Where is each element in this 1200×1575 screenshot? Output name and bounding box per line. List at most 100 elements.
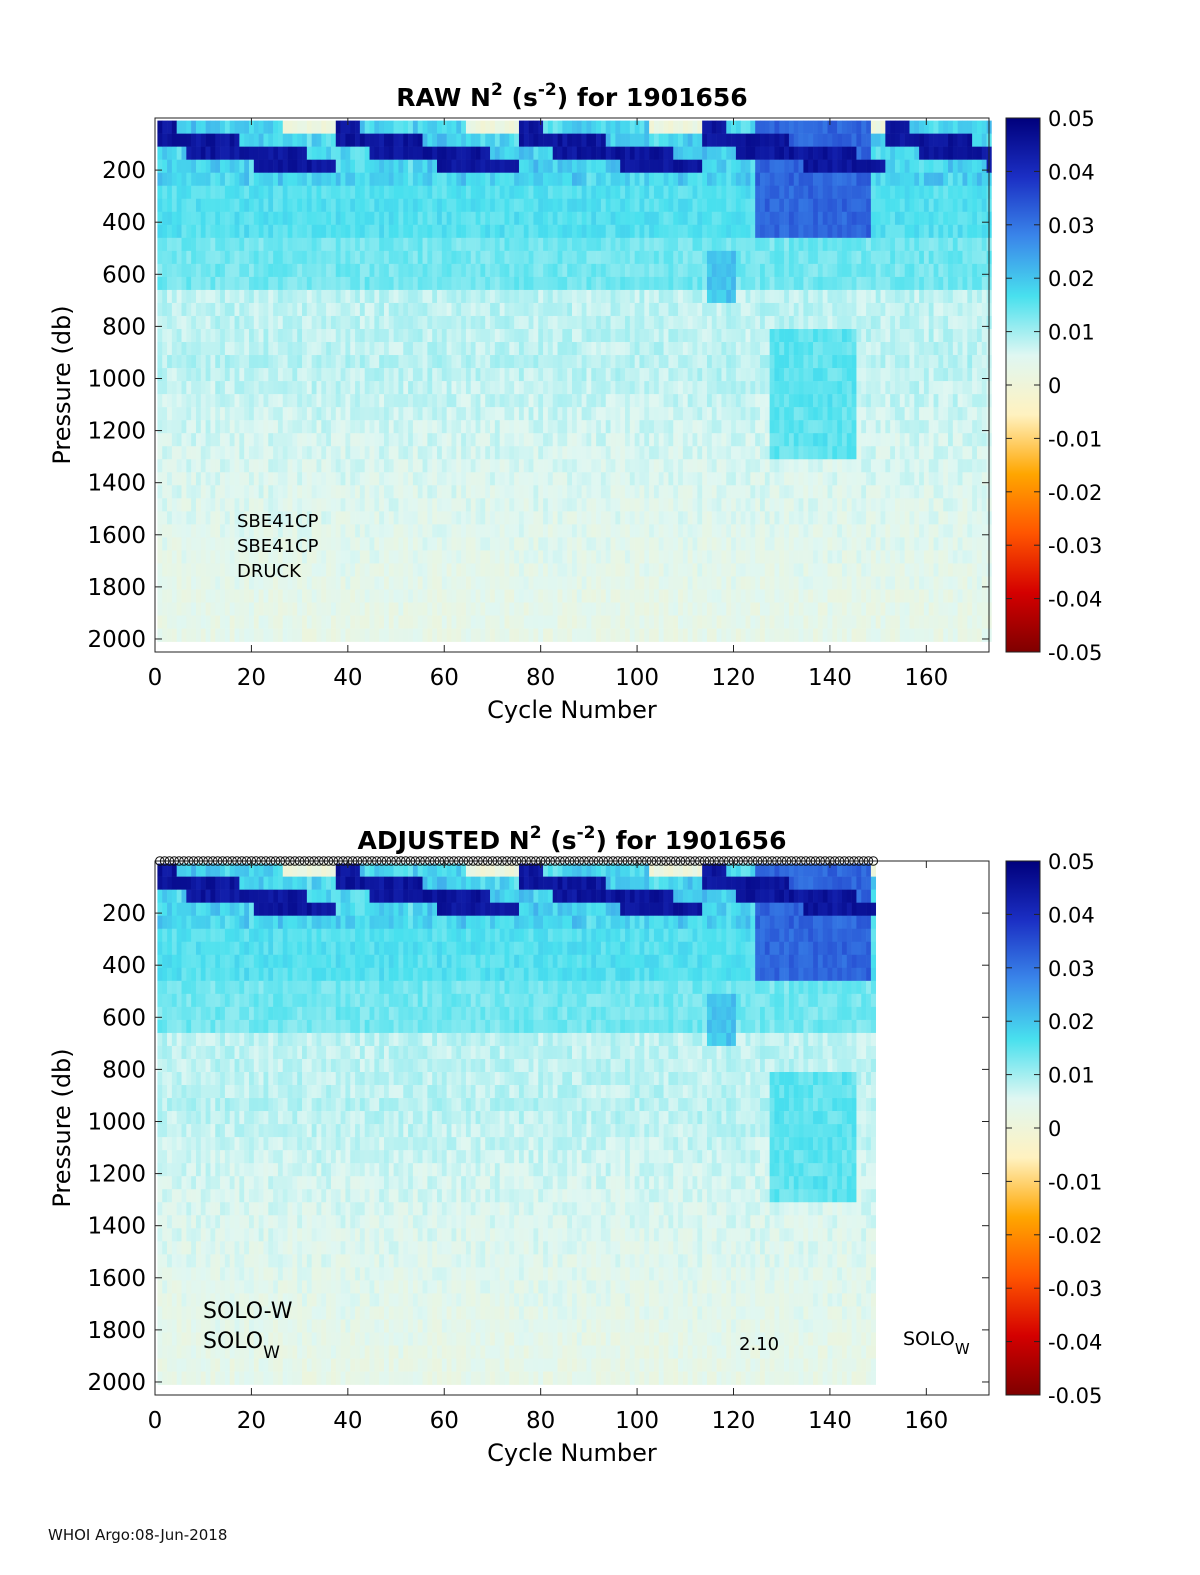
heatmap-cell (157, 524, 163, 538)
heatmap-cell (171, 446, 177, 460)
heatmap-cell (605, 394, 611, 408)
heatmap-cell (702, 511, 708, 525)
heatmap-cell (716, 459, 722, 473)
heatmap-cell (615, 485, 621, 499)
heatmap-cell (572, 407, 578, 421)
heatmap-cell (490, 263, 496, 278)
heatmap-cell (663, 550, 669, 564)
heatmap-cell (745, 498, 751, 512)
heatmap-cell (422, 576, 428, 590)
heatmap-cell (668, 485, 674, 499)
heatmap-cell (600, 302, 607, 317)
heatmap-cell (446, 237, 452, 252)
heatmap-cell (239, 537, 245, 551)
heatmap-cell (711, 381, 717, 395)
heatmap-cell (644, 407, 650, 421)
heatmap-cell (186, 589, 192, 603)
heatmap-cell (200, 537, 206, 551)
heatmap-cell (326, 120, 332, 134)
heatmap-cell (745, 159, 751, 173)
heatmap-cell (171, 198, 177, 213)
heatmap-cell (490, 250, 496, 265)
heatmap-cell (735, 133, 742, 147)
heatmap-cell (273, 511, 279, 525)
heatmap-cell (509, 263, 515, 278)
heatmap-cell (345, 446, 351, 460)
heatmap-cell (716, 537, 722, 551)
heatmap-cell (456, 211, 462, 226)
heatmap-cell (437, 550, 443, 564)
heatmap-cell (711, 615, 717, 629)
heatmap-cell (658, 433, 664, 447)
heatmap-cell (200, 120, 206, 134)
heatmap-cell (470, 433, 476, 447)
heatmap-cell (721, 381, 727, 395)
heatmap-cell (600, 446, 607, 460)
heatmap-cell (721, 420, 727, 434)
heatmap-cell (615, 368, 621, 382)
heatmap-cell (509, 224, 515, 239)
heatmap-cell (740, 211, 746, 226)
heatmap-cell (731, 394, 737, 408)
heatmap-cell (557, 159, 563, 173)
heatmap-cell (297, 537, 303, 551)
heatmap-cell (735, 289, 742, 304)
heatmap-cell (321, 185, 327, 200)
heatmap-cell (552, 550, 558, 564)
heatmap-cell (755, 237, 761, 252)
heatmap-cell (610, 315, 616, 330)
heatmap-cell (706, 185, 713, 200)
heatmap-cell (653, 589, 660, 603)
heatmap-cell (422, 628, 428, 642)
heatmap-cell (388, 524, 394, 538)
heatmap-cell (711, 485, 717, 499)
heatmap-cell (461, 342, 467, 356)
heatmap-cell (523, 315, 529, 330)
heatmap-cell (697, 407, 703, 421)
heatmap-cell (427, 563, 433, 577)
heatmap-cell (518, 446, 525, 460)
heatmap-cell (359, 446, 365, 460)
heatmap-cell (572, 550, 578, 564)
heatmap-cell (176, 576, 182, 590)
heatmap-cell (162, 211, 168, 226)
heatmap-cell (383, 576, 390, 590)
heatmap-cell (687, 563, 693, 577)
heatmap-cell (586, 302, 592, 317)
heatmap-cell (359, 263, 365, 278)
heatmap-cell (350, 459, 356, 473)
heatmap-cell (509, 394, 515, 408)
heatmap-cell (432, 407, 438, 421)
heatmap-cell (220, 185, 226, 200)
heatmap-cell (509, 550, 515, 564)
heatmap-cell (480, 289, 486, 304)
heatmap-cell (557, 511, 563, 525)
heatmap-cell (239, 355, 245, 369)
heatmap-cell (596, 368, 602, 382)
heatmap-cell (615, 289, 621, 304)
heatmap-cell (451, 602, 457, 616)
heatmap-cell (321, 615, 327, 629)
heatmap-cell (576, 472, 582, 486)
heatmap-cell (181, 420, 187, 434)
heatmap-cell (557, 628, 563, 642)
heatmap-cell (465, 420, 472, 434)
heatmap-cell (388, 276, 394, 291)
heatmap-cell (485, 472, 491, 486)
heatmap-cell (639, 302, 645, 317)
heatmap-cell (697, 211, 703, 226)
heatmap-cell (682, 368, 688, 382)
heatmap-cell (702, 302, 708, 317)
heatmap-cell (480, 459, 486, 473)
heatmap-cell (263, 146, 269, 160)
heatmap-cell (692, 263, 698, 278)
heatmap-cell (302, 159, 308, 173)
heatmap-cell (441, 263, 447, 278)
heatmap-cell (302, 224, 308, 239)
heatmap-cell (653, 289, 660, 304)
heatmap-cell (644, 589, 650, 603)
heatmap-cell (620, 498, 626, 512)
heatmap-cell (229, 446, 235, 460)
heatmap-cell (311, 381, 317, 395)
heatmap-cell (649, 407, 655, 421)
